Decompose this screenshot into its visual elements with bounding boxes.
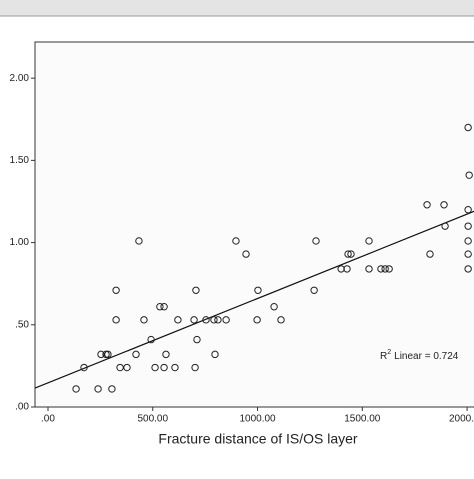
point [464,237,472,245]
point [102,350,110,359]
point [116,363,124,372]
point [108,385,116,393]
point [171,363,179,372]
point [441,222,449,230]
x-tick-label: 1500.00 [344,414,381,425]
point [365,237,373,245]
point [151,363,159,372]
point [365,265,373,273]
point [193,335,201,344]
x-tick-label: 2000.00 [449,414,474,425]
point [426,250,434,258]
point [464,265,472,273]
point [347,250,355,258]
point [381,265,389,273]
point [191,363,199,372]
point [162,350,170,359]
point [80,363,88,372]
y-tick-label: 1.00 [10,237,30,248]
fit-line [34,210,474,389]
point [337,265,345,273]
x-axis-label: Fracture distance of IS/OS layer [158,431,358,447]
point [123,363,131,372]
point [192,286,200,294]
annotation: R2 Linear = 0.724 [380,349,459,362]
point [465,171,473,179]
point [440,201,448,209]
y-tick-label: 2.00 [10,73,30,84]
point [253,316,261,324]
y-tick-label: .50 [15,319,29,330]
point [160,363,168,372]
point [112,316,120,324]
point [190,316,198,324]
point [242,250,250,258]
point [97,350,105,359]
point [464,123,472,132]
point [232,237,240,245]
point [211,350,219,359]
point [385,265,393,273]
point [377,265,385,273]
point [464,206,472,214]
y-tick-label: .00 [15,402,29,413]
point [202,316,210,324]
point [214,316,222,324]
annotation-text: Linear = 0.724 [394,351,459,362]
point [270,303,278,311]
x-tick-label: .00 [41,414,55,425]
point [147,335,155,344]
point [312,237,320,245]
annotation-r: R [380,351,387,362]
point [222,316,230,324]
top-band [0,0,474,16]
point [112,286,120,294]
x-tick-label: 1000.00 [239,414,276,425]
point [254,286,262,294]
point [464,222,472,230]
point [464,250,472,258]
point [343,265,351,273]
point [135,237,143,245]
point [277,316,285,324]
x-tick-label: 500.00 [137,414,168,425]
point [210,316,218,324]
point [160,303,168,311]
plot-area [34,41,474,408]
point [94,385,102,393]
point [156,303,164,311]
y-tick-label: 1.50 [10,155,30,166]
point [104,350,112,359]
point [72,385,80,393]
point [423,201,431,209]
point [174,316,182,324]
point [344,250,352,258]
point [310,286,318,294]
point [140,316,148,324]
point [132,350,140,359]
annotation-sup: 2 [387,349,391,356]
